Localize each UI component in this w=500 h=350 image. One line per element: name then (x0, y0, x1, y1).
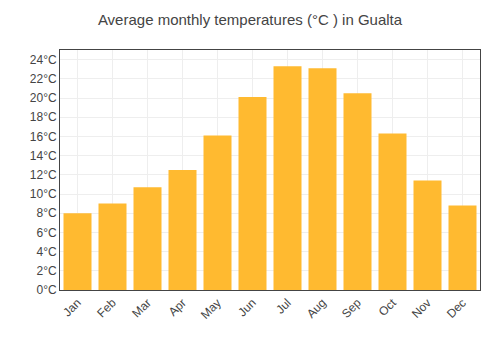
svg-text:Mar: Mar (129, 296, 154, 321)
svg-text:Jun: Jun (235, 296, 259, 320)
svg-text:14°C: 14°C (30, 149, 57, 163)
svg-text:24°C: 24°C (30, 53, 57, 67)
svg-text:Feb: Feb (94, 296, 119, 321)
svg-text:20°C: 20°C (30, 91, 57, 105)
svg-text:10°C: 10°C (30, 187, 57, 201)
svg-text:12°C: 12°C (30, 168, 57, 182)
svg-text:4°C: 4°C (36, 245, 56, 259)
svg-text:22°C: 22°C (30, 72, 57, 86)
svg-text:2°C: 2°C (36, 264, 56, 278)
svg-text:Aug: Aug (304, 296, 329, 321)
svg-text:Jul: Jul (273, 296, 294, 317)
svg-text:Nov: Nov (409, 296, 434, 321)
svg-text:Apr: Apr (166, 296, 189, 319)
svg-text:Oct: Oct (376, 295, 400, 319)
svg-text:6°C: 6°C (36, 226, 56, 240)
svg-text:Sep: Sep (339, 296, 364, 321)
svg-text:16°C: 16°C (30, 130, 57, 144)
svg-text:18°C: 18°C (30, 110, 57, 124)
svg-text:May: May (198, 296, 224, 322)
svg-text:Average monthly temperatures (: Average monthly temperatures (°C ) in Gu… (98, 11, 403, 28)
svg-text:Dec: Dec (444, 296, 469, 321)
svg-text:0°C: 0°C (36, 283, 56, 297)
svg-text:8°C: 8°C (36, 206, 56, 220)
svg-text:Jan: Jan (60, 296, 84, 320)
